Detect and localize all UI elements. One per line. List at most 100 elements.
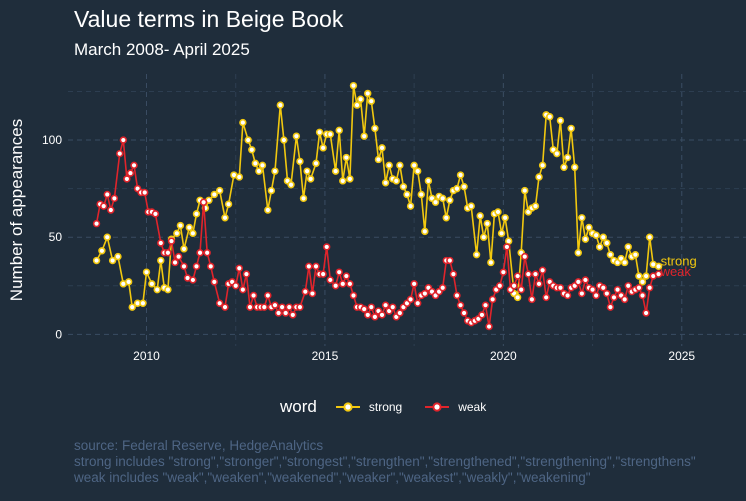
- data-point-weak: [171, 258, 179, 267]
- data-point-strong: [638, 278, 647, 286]
- data-point-weak: [406, 295, 415, 304]
- data-point-weak: [126, 169, 135, 177]
- data-point-strong: [331, 167, 340, 175]
- data-point-weak: [312, 262, 320, 271]
- data-point-strong: [592, 231, 600, 239]
- data-point-weak: [381, 301, 390, 309]
- data-point-strong: [326, 130, 334, 138]
- data-point-strong: [472, 250, 481, 259]
- data-point-weak: [342, 272, 351, 280]
- data-point-weak: [103, 190, 111, 199]
- data-point-strong: [403, 190, 411, 199]
- data-point-strong: [574, 249, 582, 257]
- legend-swatch-weak: [425, 402, 450, 412]
- data-point-strong: [360, 132, 368, 140]
- data-point-weak: [196, 249, 204, 257]
- x-tick-label: 2010: [133, 349, 160, 363]
- chart-subtitle: March 2008- April 2025: [74, 40, 250, 59]
- data-point-strong: [98, 247, 106, 255]
- data-point-strong: [560, 163, 568, 171]
- data-point-weak: [538, 266, 547, 274]
- data-point-strong: [173, 229, 181, 238]
- data-point-weak: [528, 295, 536, 304]
- data-point-weak: [207, 262, 215, 271]
- data-point-strong: [571, 163, 579, 171]
- data-point-weak: [517, 285, 525, 294]
- data-point-weak: [542, 293, 550, 302]
- data-point-weak: [192, 262, 201, 271]
- data-point-weak: [389, 303, 397, 311]
- data-point-weak: [271, 301, 279, 309]
- data-point-weak: [396, 309, 404, 317]
- data-point-strong: [563, 153, 572, 162]
- data-point-weak: [331, 282, 340, 290]
- data-point-weak: [232, 282, 240, 290]
- data-point-weak: [485, 322, 493, 331]
- data-point-weak: [110, 194, 119, 203]
- data-point-weak: [130, 161, 138, 170]
- data-point-strong: [494, 208, 502, 216]
- data-point-weak: [371, 313, 379, 321]
- data-point-weak: [453, 291, 461, 300]
- data-point-strong: [438, 194, 447, 203]
- data-point-strong: [139, 299, 147, 307]
- data-point-strong: [287, 181, 295, 189]
- data-point-strong: [531, 202, 540, 210]
- data-point-weak: [620, 295, 629, 304]
- data-point-strong: [185, 223, 194, 232]
- data-point-strong: [148, 280, 156, 288]
- data-point-weak: [119, 136, 128, 144]
- data-point-strong: [346, 175, 354, 183]
- data-point-weak: [449, 270, 458, 278]
- data-point-strong: [535, 173, 543, 181]
- data-point-strong: [189, 229, 197, 238]
- data-point-strong: [521, 186, 529, 195]
- data-point-strong: [378, 144, 386, 152]
- data-point-strong: [124, 278, 133, 286]
- data-point-strong: [335, 126, 343, 135]
- data-point-weak: [281, 309, 290, 317]
- data-point-weak: [414, 299, 422, 307]
- end-label-weak: weak: [660, 264, 692, 279]
- grid-lines: [68, 74, 746, 346]
- data-point-strong: [251, 159, 260, 168]
- data-point-strong: [460, 182, 468, 191]
- data-point-strong: [271, 167, 279, 175]
- data-point-strong: [476, 212, 484, 220]
- data-point-weak: [556, 284, 565, 292]
- data-point-weak: [308, 289, 317, 298]
- data-point-strong: [215, 186, 224, 195]
- data-point-strong: [546, 113, 554, 121]
- data-point-weak: [531, 270, 540, 278]
- data-point-strong: [654, 262, 663, 271]
- data-point-weak: [364, 311, 372, 319]
- data-point-weak: [260, 303, 268, 311]
- data-point-weak: [164, 249, 172, 257]
- data-point-weak: [638, 291, 647, 300]
- data-point-weak: [456, 301, 465, 309]
- data-point-weak: [481, 301, 490, 309]
- data-point-strong: [480, 233, 488, 241]
- data-point-weak: [588, 285, 597, 294]
- data-point-strong: [431, 198, 440, 206]
- data-point-strong: [497, 229, 506, 238]
- data-point-strong: [292, 132, 301, 140]
- data-point-strong: [456, 171, 465, 179]
- data-point-weak: [635, 284, 643, 292]
- data-point-weak: [645, 284, 654, 292]
- data-point-strong: [371, 124, 379, 133]
- data-point-strong: [446, 196, 454, 204]
- data-point-strong: [221, 214, 229, 222]
- data-point-strong: [176, 221, 185, 230]
- data-point-weak: [246, 303, 254, 311]
- data-point-weak: [499, 268, 508, 276]
- data-point-weak: [235, 264, 243, 272]
- y-tick-label: 0: [55, 327, 62, 341]
- data-point-weak: [606, 303, 615, 311]
- data-point-weak: [521, 252, 529, 261]
- data-point-strong: [631, 250, 640, 259]
- x-tick-label: 2015: [312, 349, 339, 363]
- data-point-weak: [264, 291, 272, 300]
- y-tick-label: 100: [42, 133, 62, 147]
